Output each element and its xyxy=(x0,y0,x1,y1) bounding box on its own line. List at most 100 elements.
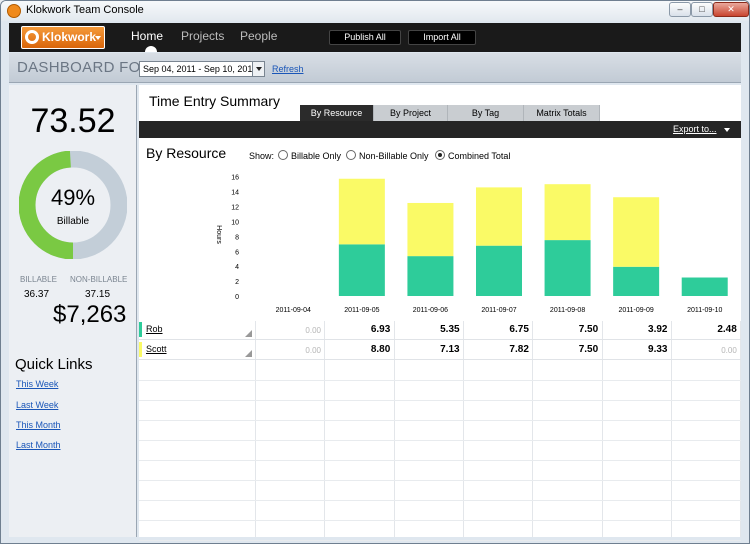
hours-bar-chart: 0 2 4 6 8 10 12 14 16 Hours 2011-09-04 2011-09-05 20… xyxy=(215,175,728,314)
y-tick-label: 8 xyxy=(235,234,239,241)
hours-cell: 6.93 xyxy=(370,324,391,335)
y-tick-label: 12 xyxy=(231,205,239,212)
row-expand-icon[interactable] xyxy=(245,330,252,337)
app-icon xyxy=(7,4,21,18)
bar-rob-2011-09-06 xyxy=(407,256,454,296)
hours-cell: 7.82 xyxy=(509,344,529,355)
active-nav-indicator xyxy=(145,46,157,52)
nav-home[interactable]: Home xyxy=(131,29,164,43)
radio-billable-only-label[interactable]: Billable Only xyxy=(291,151,342,161)
row-divider xyxy=(139,500,741,501)
y-tick-label: 4 xyxy=(235,264,239,271)
x-tick-label: 2011-09-10 xyxy=(687,307,722,314)
hours-cell: 7.13 xyxy=(440,344,460,355)
chevron-down-icon xyxy=(95,36,101,40)
total-hours: 73.52 xyxy=(30,102,116,140)
main-panel: Time Entry Summary By Resource By Projec… xyxy=(139,85,742,541)
bar-rob-2011-09-07 xyxy=(476,245,522,296)
hours-cell: 0.00 xyxy=(305,326,321,335)
row-divider xyxy=(139,460,741,461)
minimize-icon[interactable]: – xyxy=(669,2,691,17)
quick-link-last-week[interactable]: Last Week xyxy=(16,400,59,410)
radio-billable-only[interactable] xyxy=(278,150,288,160)
dashboard-bar: DASHBOARD FOR Sep 04, 2011 - Sep 10, 201… xyxy=(9,53,741,83)
bar-scott-2011-09-06 xyxy=(407,202,454,257)
hours-cell: 0.00 xyxy=(721,346,737,355)
row-expand-icon[interactable] xyxy=(245,350,252,357)
radio-nonbillable-only[interactable] xyxy=(346,150,356,160)
tab-by-project[interactable]: By Project xyxy=(374,105,448,121)
hours-cell: 9.33 xyxy=(648,344,668,355)
y-tick-label: 14 xyxy=(231,190,239,197)
quick-link-this-month[interactable]: This Month xyxy=(16,420,61,430)
y-tick-label: 2 xyxy=(235,279,239,286)
x-tick-label: 2011-09-09 xyxy=(618,307,653,314)
row-divider xyxy=(139,540,741,541)
bar-rob-2011-09-05 xyxy=(338,244,385,296)
quick-link-last-month[interactable]: Last Month xyxy=(16,440,61,450)
row-divider xyxy=(139,480,741,481)
toolbar: Export to... xyxy=(139,121,741,138)
billable-percent: 49% xyxy=(50,185,96,210)
dashboard-label: DASHBOARD FOR xyxy=(17,59,152,76)
row-divider xyxy=(139,380,741,381)
column-divider xyxy=(255,321,256,537)
hours-cell: 7.50 xyxy=(578,344,599,355)
tab-matrix-totals[interactable]: Matrix Totals xyxy=(524,105,600,121)
nonbillable-hours: 37.15 xyxy=(85,289,111,300)
close-icon[interactable]: ✕ xyxy=(713,2,749,17)
import-all-button[interactable]: Import All xyxy=(408,30,476,45)
table-row[interactable]: Scott 0.00 8.80 7.13 7.82 7.50 9.33 0.00 xyxy=(139,341,741,360)
tab-by-resource[interactable]: By Resource xyxy=(300,105,374,121)
quick-link-this-week[interactable]: This Week xyxy=(16,379,59,389)
tab-by-tag[interactable]: By Tag xyxy=(448,105,524,121)
date-range-select[interactable]: Sep 04, 2011 - Sep 10, 2011 xyxy=(139,61,265,77)
column-divider xyxy=(462,321,464,537)
table-row[interactable]: Rob 0.00 6.93 5.35 6.75 7.50 3.92 2.48 xyxy=(139,321,741,340)
hours-cell: 2.48 xyxy=(717,324,737,335)
gear-icon xyxy=(25,30,39,44)
radio-combined-total[interactable] xyxy=(435,150,445,160)
radio-nonbillable-only-label[interactable]: Non-Billable Only xyxy=(359,151,429,161)
row-divider xyxy=(139,420,741,421)
y-axis-label: Hours xyxy=(215,225,222,244)
y-tick-label: 10 xyxy=(231,219,239,226)
chevron-down-icon[interactable] xyxy=(252,62,264,76)
billable-caption: Billable xyxy=(56,216,90,227)
column-divider xyxy=(740,321,742,537)
billable-hours: 36.37 xyxy=(24,289,50,300)
main-header: Time Entry Summary By Resource By Projec… xyxy=(139,85,741,121)
bar-scott-2011-09-05 xyxy=(338,178,385,245)
chevron-down-icon[interactable] xyxy=(724,128,730,132)
y-tick-label: 16 xyxy=(231,175,239,182)
row-divider xyxy=(139,520,741,521)
top-nav: Klokwork Home Projects People Publish Al… xyxy=(9,23,741,52)
publish-all-button[interactable]: Publish All xyxy=(329,30,401,45)
nonbillable-label: NON-BILLABLE xyxy=(70,275,128,284)
resource-name[interactable]: Scott xyxy=(146,344,167,354)
title-bar: Klokwork Team Console – □ ✕ xyxy=(1,1,749,21)
page-title: Time Entry Summary xyxy=(149,93,280,109)
x-tick-label: 2011-09-06 xyxy=(413,307,448,314)
export-to-button[interactable]: Export to... xyxy=(673,124,717,134)
logo-menu-button[interactable]: Klokwork xyxy=(21,26,105,49)
bar-rob-2011-09-08 xyxy=(544,240,591,296)
nav-people[interactable]: People xyxy=(240,29,278,43)
x-tick-label: 2011-09-04 xyxy=(276,307,311,314)
bar-rob-2011-09-10 xyxy=(681,277,728,296)
nav-projects[interactable]: Projects xyxy=(181,29,225,43)
window-title: Klokwork Team Console xyxy=(26,4,144,16)
billable-donut-chart xyxy=(19,151,127,259)
radio-combined-total-label[interactable]: Combined Total xyxy=(448,151,511,161)
section-title: By Resource xyxy=(146,145,227,161)
row-divider xyxy=(139,400,741,401)
maximize-icon[interactable]: □ xyxy=(691,2,713,17)
refresh-link[interactable]: Refresh xyxy=(272,64,304,74)
x-tick-label: 2011-09-08 xyxy=(550,307,585,314)
hours-cell: 6.75 xyxy=(509,324,529,335)
hours-cell: 7.50 xyxy=(578,324,599,335)
resource-name[interactable]: Rob xyxy=(146,324,163,334)
resource-table: Rob 0.00 6.93 5.35 6.75 7.50 3.92 2.48 Scott 0.00… xyxy=(139,321,742,541)
column-divider xyxy=(670,321,672,537)
